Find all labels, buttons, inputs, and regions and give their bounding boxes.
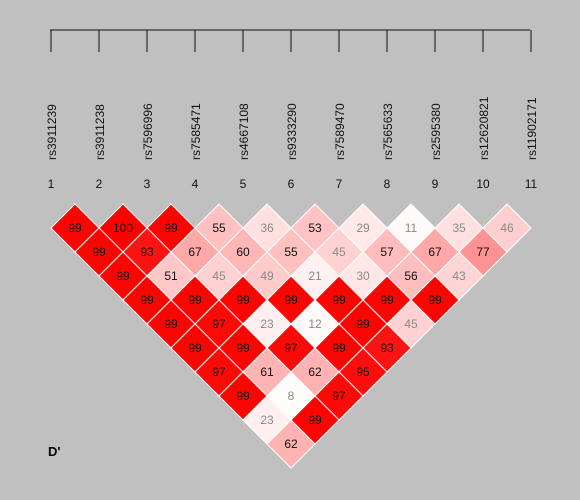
ld-cell-value: 45 (332, 245, 346, 259)
ld-cell-value: 36 (260, 221, 274, 235)
statistic-label: D' (48, 444, 60, 459)
ld-cell-value: 93 (380, 341, 394, 355)
ld-cell-value: 99 (236, 341, 250, 355)
ld-cell-value: 60 (236, 245, 250, 259)
ld-cell-value: 62 (284, 437, 298, 451)
ld-cell-value: 11 (405, 221, 418, 235)
snp-label: rs2595380 (429, 103, 443, 160)
ld-cell-value: 99 (428, 293, 442, 307)
snp-label: rs3911238 (93, 104, 107, 160)
snp-index: 4 (192, 177, 199, 191)
snp-layer: rs3911239 1 rs3911238 2 rs7596996 3 rs7585471 4… (45, 30, 539, 191)
snp-index: 7 (336, 177, 343, 191)
ld-cell-value: 57 (380, 245, 394, 259)
snp-label: rs3911239 (45, 104, 59, 160)
snp-index: 1 (48, 177, 55, 191)
snp-index: 9 (432, 177, 439, 191)
ld-cell-value: 61 (260, 365, 274, 379)
ld-cell-value: 95 (356, 365, 370, 379)
ld-cell-value: 51 (164, 269, 178, 283)
ld-cell-value: 67 (428, 245, 442, 259)
ld-cell-value: 12 (308, 317, 322, 331)
ld-cell-value: 99 (68, 221, 82, 235)
ld-cell-value: 23 (260, 413, 274, 427)
snp-index: 3 (144, 177, 151, 191)
ld-cell-value: 97 (332, 389, 346, 403)
snp-label: rs12620821 (477, 96, 491, 160)
ld-cell-value: 99 (92, 245, 106, 259)
ld-cell-value: 49 (260, 269, 274, 283)
ld-cell-diamond (266, 419, 316, 469)
ld-cell: 62 (266, 419, 316, 469)
ld-cell-value: 43 (452, 269, 466, 283)
snp-index: 5 (240, 177, 247, 191)
ld-cell-value: 8 (288, 389, 295, 403)
snp-label: rs7585471 (189, 103, 203, 160)
ld-cell-value: 55 (284, 245, 298, 259)
ld-cell-value: 21 (308, 269, 322, 283)
ld-cell-value: 45 (404, 317, 418, 331)
snp-label: rs7589470 (333, 103, 347, 160)
snp-label: rs7596996 (141, 103, 155, 160)
ld-cell-value: 99 (164, 221, 178, 235)
ld-cell-value: 62 (308, 365, 322, 379)
ld-cell-value: 99 (188, 293, 202, 307)
ld-cell-value: 99 (332, 293, 346, 307)
ld-cell-value: 35 (452, 221, 466, 235)
snp-index: 11 (525, 177, 538, 191)
ld-cell-value: 99 (356, 317, 370, 331)
ld-cell-value: 99 (308, 413, 322, 427)
ld-cell-value: 30 (356, 269, 370, 283)
ld-cell-value: 99 (188, 341, 202, 355)
ld-cell-value: 53 (308, 221, 322, 235)
ld-cell-value: 55 (212, 221, 226, 235)
ld-cells: 99 100 99 55 36 53 29 11 35 46 99 93 67 60 55 45 57 67 77 9… (50, 203, 532, 469)
ld-cell-value: 97 (212, 365, 226, 379)
ld-cell-value: 99 (332, 341, 346, 355)
snp-label: rs11902171 (525, 97, 539, 160)
ld-cell-value: 99 (140, 293, 154, 307)
snp-label: rs7565633 (381, 103, 395, 160)
snp-index: 10 (476, 177, 490, 191)
ld-cell-value: 99 (284, 293, 298, 307)
ld-cell-value: 99 (236, 293, 250, 307)
snp-index: 2 (96, 177, 103, 191)
snp-index: 6 (288, 177, 295, 191)
ld-cell-value: 97 (284, 341, 298, 355)
ld-cell-value: 100 (113, 221, 133, 235)
ld-cell-value: 67 (188, 245, 202, 259)
snp-index: 8 (384, 177, 391, 191)
ld-cell-value: 45 (212, 269, 226, 283)
ld-cell-value: 23 (260, 317, 274, 331)
ld-cell-value: 93 (140, 245, 154, 259)
ld-cell-value: 99 (164, 317, 178, 331)
snp-label: rs4667108 (237, 103, 251, 160)
ld-cell-value: 97 (212, 317, 226, 331)
snp-label: rs9333290 (285, 103, 299, 160)
ld-cell-value: 99 (380, 293, 394, 307)
ld-cell-value: 29 (356, 221, 370, 235)
ld-cell-value: 46 (500, 221, 514, 235)
ld-cell-value: 56 (404, 269, 418, 283)
ld-cell-value: 77 (476, 245, 490, 259)
ld-cell-value: 99 (116, 269, 130, 283)
ld-cell-value: 99 (236, 389, 250, 403)
